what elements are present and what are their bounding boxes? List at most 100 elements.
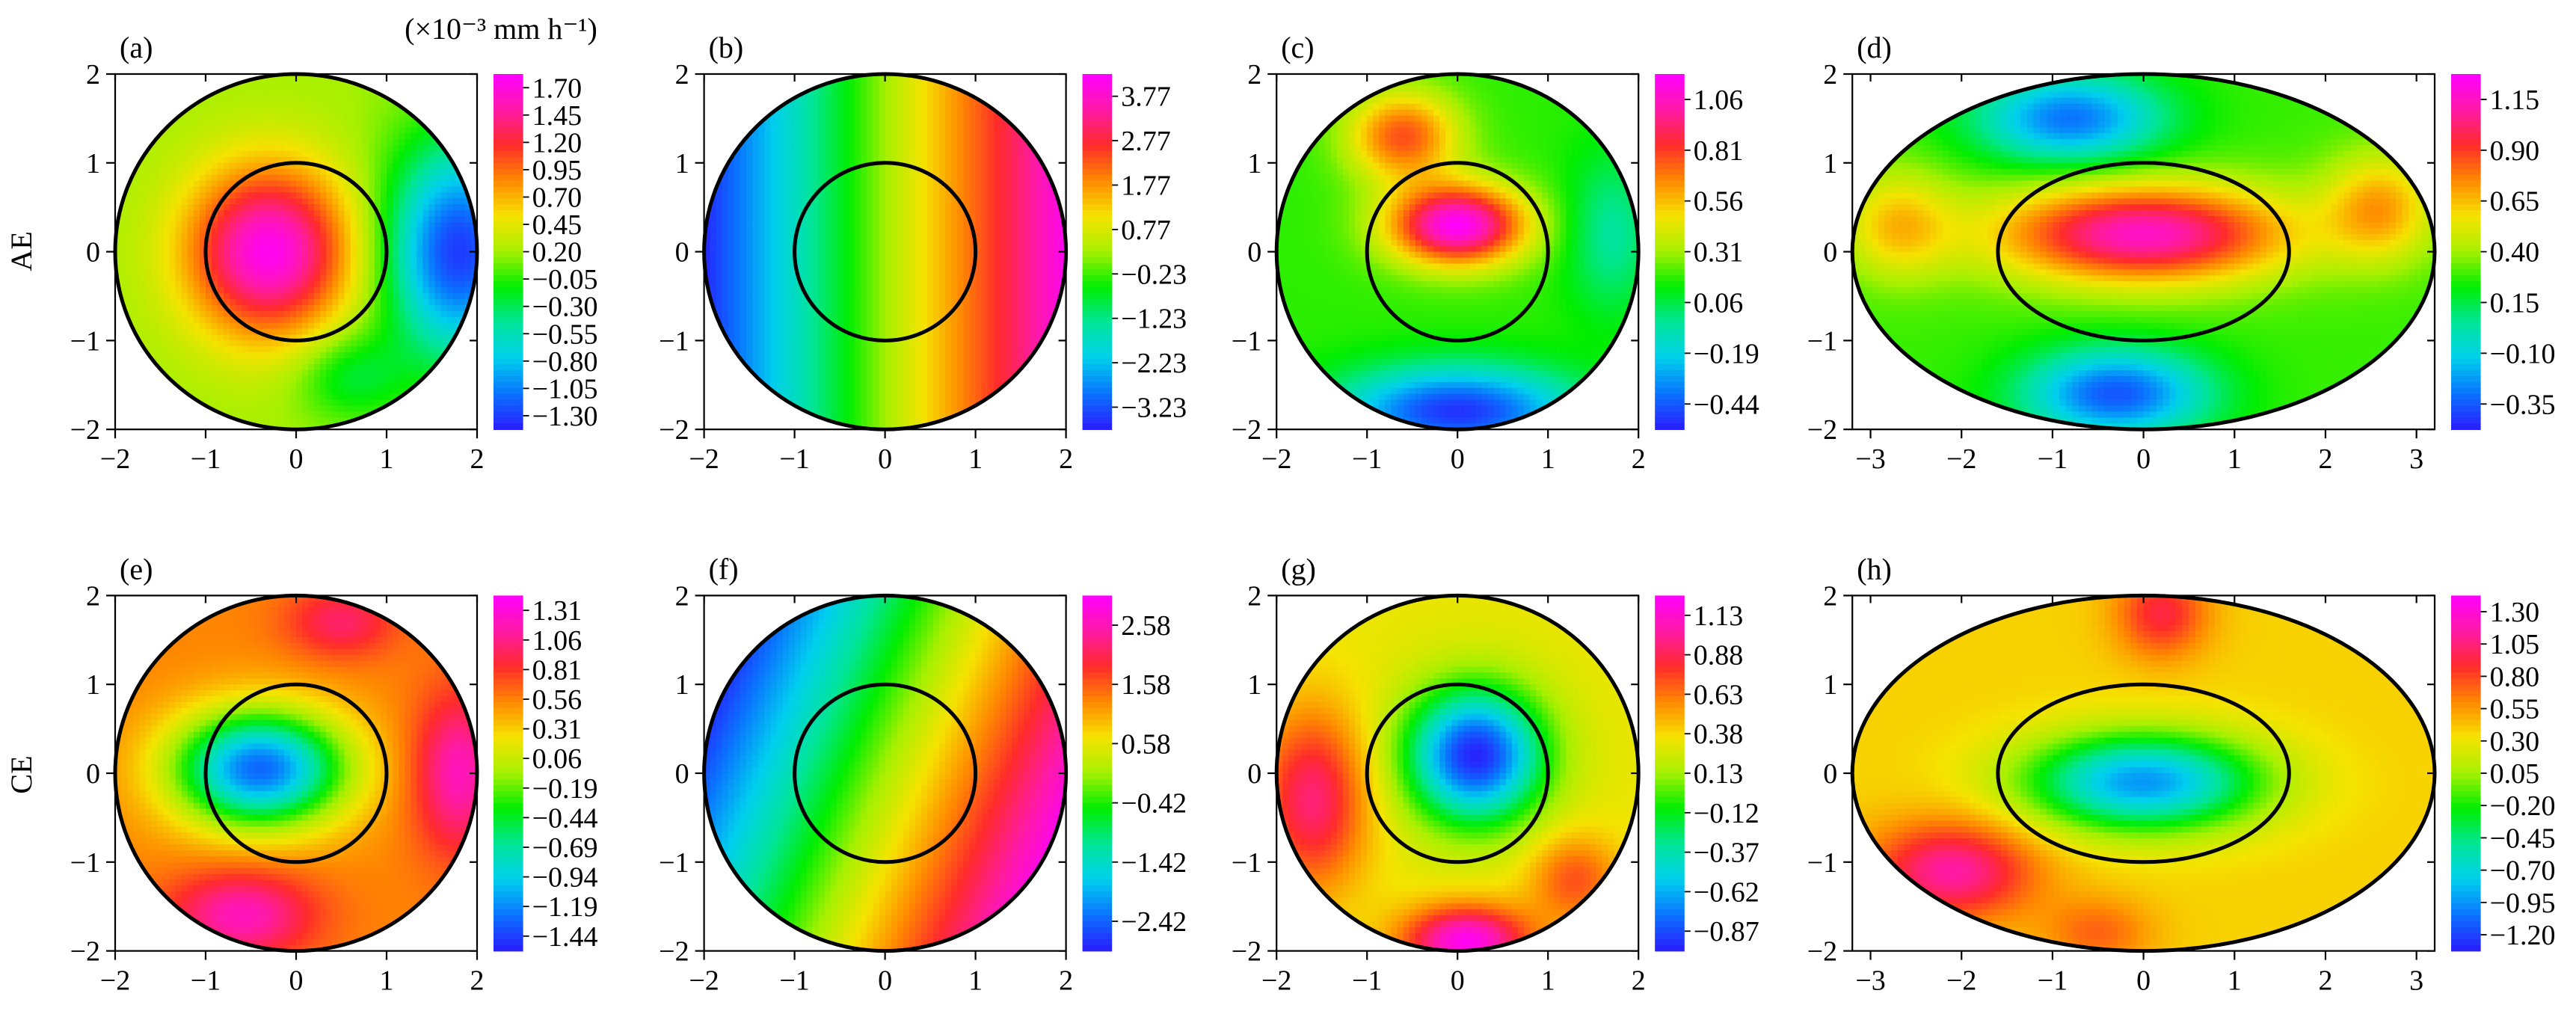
inner-boundary — [1996, 682, 2291, 864]
inner-boundary — [1365, 682, 1550, 864]
y-tick-label: −1 — [659, 325, 689, 357]
y-tick-label: 2 — [86, 59, 100, 90]
colorbar-tick-label: −2.42 — [1121, 906, 1187, 938]
panel-e: −2 −1 0 1 2 −2 −1 0 1 2 (e) 1.311.060.810.560.310.0… — [70, 552, 598, 996]
x-tick-label: 0 — [878, 443, 892, 475]
inner-boundary — [1365, 161, 1550, 342]
x-tick-label: 2 — [470, 443, 485, 475]
y-tick-label: 2 — [1247, 580, 1261, 612]
y-tick-label: 1 — [86, 148, 100, 179]
inner-boundary — [203, 161, 389, 342]
colorbar-tick-label: 1.70 — [532, 73, 582, 104]
x-tick-label: 2 — [470, 965, 485, 997]
colorbar-tick-label: 1.77 — [1121, 170, 1171, 202]
y-tick-label: −2 — [1232, 936, 1261, 968]
colorbar-tick-label: 0.58 — [1121, 728, 1171, 760]
colorbar-tick-label: 0.65 — [2490, 186, 2540, 218]
colorbar-tick-label: 0.31 — [1694, 237, 1744, 268]
colorbar-tick-label: −1.20 — [2490, 920, 2556, 951]
panel-b: −2 −1 0 1 2 −2 −1 0 1 2 (b) 3.77 2.77 1.77 0.77 −0.23 −1… — [659, 31, 1187, 475]
x-tick-label: 1 — [2228, 443, 2242, 475]
panel-label: (c) — [1281, 31, 1314, 64]
colorbar-tick-label: 2.58 — [1121, 610, 1171, 642]
panel-label: (f) — [709, 552, 739, 586]
colorbar-tick-label: −0.69 — [532, 832, 598, 864]
panel-a: −2 −1 0 1 2 −2 −1 0 1 2 (a) 1.701.451.200.950.700.4… — [70, 31, 598, 475]
colorbar-tick-label: −0.87 — [1694, 916, 1759, 947]
colorbar-tick-label: 0.81 — [1694, 135, 1744, 167]
y-tick-label: 1 — [1823, 148, 1837, 179]
colorbar-tick-label: 0.31 — [532, 714, 582, 746]
x-tick-label: −1 — [2038, 965, 2068, 997]
colorbar-tick-label: −1.44 — [532, 921, 598, 953]
x-tick-label: −1 — [191, 443, 221, 475]
row-label-ae: AE — [4, 231, 38, 271]
panel-d: −3 −2 −1 0 1 2 3 −2 −1 0 1 2 (d) 1.15 0.90 0.65 0.40 0.15… — [1807, 31, 2556, 475]
colorbar-tick-label: 0.38 — [1694, 719, 1744, 750]
colorbar: 1.301.050.800.550.300.05−0.20−0.45−0.70−… — [2451, 595, 2556, 952]
colorbar-tick-label: −0.23 — [1121, 259, 1187, 290]
row-label-ce: CE — [4, 755, 38, 793]
colorbar-tick-label: 0.70 — [532, 182, 582, 213]
colorbar-tick-label: 1.31 — [532, 595, 582, 627]
y-tick-label: 0 — [1823, 237, 1837, 268]
colorbar-tick-label: −3.23 — [1121, 393, 1187, 424]
unit-label: (×10⁻³ mm h⁻¹) — [405, 12, 597, 46]
x-tick-label: 0 — [2136, 443, 2151, 475]
colorbar-tick-label: −0.12 — [1694, 798, 1759, 829]
x-tick-label: 1 — [2228, 965, 2242, 997]
y-tick-label: −1 — [1807, 847, 1837, 879]
colorbar-tick-label: 0.63 — [1694, 679, 1744, 710]
colorbar-tick-label: 1.15 — [2490, 85, 2540, 116]
y-tick-label: 0 — [86, 758, 100, 790]
y-tick-label: −2 — [70, 414, 100, 446]
y-tick-label: 2 — [675, 580, 689, 612]
colorbar: 1.13 0.88 0.63 0.38 0.13 −0.12 −0.37 −0.62 −0.87 — [1655, 595, 1759, 952]
colorbar-tick-label: 1.30 — [2490, 597, 2540, 628]
y-tick-label: 1 — [1823, 669, 1837, 701]
colorbar-tick-label: −0.19 — [532, 773, 598, 805]
heatmap-field — [115, 595, 477, 951]
colorbar-tick-label: 0.05 — [2490, 758, 2540, 790]
y-tick-label: 0 — [86, 237, 100, 268]
panel-h: −3 −2 −1 0 1 2 3 −2 −1 0 1 2 (h) 1.301.050.800.550.30… — [1807, 552, 2556, 996]
x-tick-label: 0 — [1451, 443, 1465, 475]
colorbar: 1.701.451.200.950.700.450.20−0.05−0.30−0… — [494, 73, 598, 432]
y-tick-label: 1 — [675, 148, 689, 179]
colorbar-tick-label: 0.40 — [2490, 237, 2540, 268]
colorbar-tick-label: −0.35 — [2490, 389, 2556, 420]
colorbar-tick-label: −0.20 — [2490, 790, 2556, 822]
colorbar-tick-label: 0.88 — [1694, 640, 1744, 672]
x-tick-label: 2 — [2318, 965, 2332, 997]
colorbar-tick-label: 1.05 — [2490, 629, 2540, 660]
y-tick-label: 2 — [1823, 59, 1837, 90]
colorbar: 1.15 0.90 0.65 0.40 0.15 −0.10 −0.35 — [2451, 74, 2556, 430]
y-tick-label: −1 — [1232, 325, 1261, 357]
y-tick-label: 0 — [1823, 758, 1837, 790]
panels: −2 −1 0 1 2 −2 −1 0 1 2 (a) 1.701.451.200.950.700.4… — [70, 31, 2556, 997]
x-tick-label: −1 — [779, 965, 809, 997]
y-tick-label: −2 — [1807, 936, 1837, 968]
inner-boundary — [793, 161, 978, 342]
x-tick-label: 1 — [1541, 965, 1555, 997]
colorbar-tick-label: −0.44 — [1694, 389, 1759, 420]
colorbar: 2.58 1.58 0.58 −0.42 −1.42 −2.42 — [1082, 595, 1187, 952]
colorbar-tick-label: 0.56 — [532, 684, 582, 716]
y-tick-label: 1 — [1247, 669, 1261, 701]
y-tick-label: 2 — [1247, 59, 1261, 90]
colorbar-tick-label: −1.30 — [532, 401, 598, 432]
colorbar-tick-label: −0.70 — [2490, 855, 2556, 887]
y-tick-label: −1 — [1807, 325, 1837, 357]
panel-label: (a) — [120, 31, 153, 64]
x-tick-label: −3 — [1855, 965, 1885, 997]
x-tick-label: −2 — [100, 443, 130, 475]
x-tick-label: 0 — [289, 443, 304, 475]
y-tick-label: −2 — [70, 936, 100, 968]
x-tick-label: 1 — [380, 965, 394, 997]
x-tick-label: 1 — [968, 443, 983, 475]
colorbar-tick-label: −0.10 — [2490, 338, 2556, 369]
x-tick-label: 1 — [1541, 443, 1555, 475]
x-tick-label: 0 — [2136, 965, 2151, 997]
colorbar-tick-label: 0.55 — [2490, 694, 2540, 725]
